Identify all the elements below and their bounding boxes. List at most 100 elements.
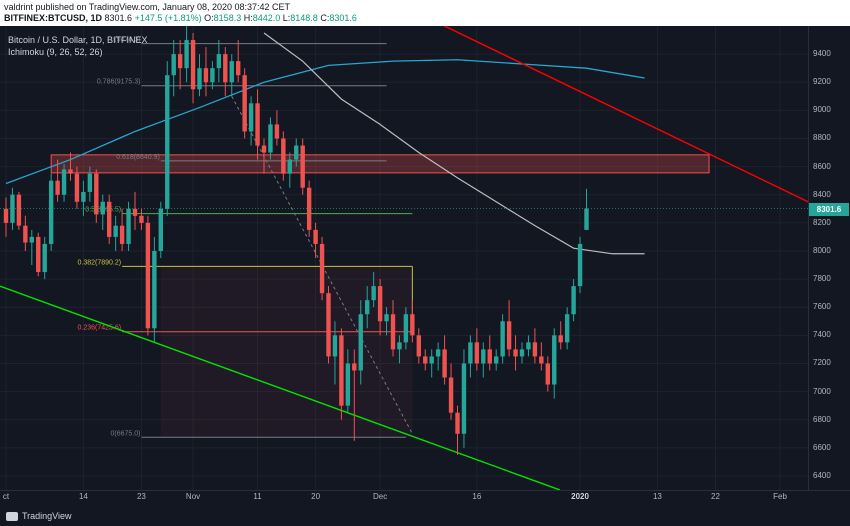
candle-body: [203, 68, 209, 83]
low-value: 8148.8: [290, 13, 318, 23]
candle-body: [184, 40, 189, 69]
last-price-tag: 8301.6: [809, 202, 849, 216]
close-label: C:: [320, 13, 330, 23]
candle-body: [126, 208, 131, 244]
candle-body: [94, 173, 99, 215]
ichimoku-span-cyan: [5, 59, 645, 185]
candle-body: [100, 201, 105, 215]
candle-body: [365, 300, 370, 315]
candle-body: [506, 321, 512, 350]
candle-body: [287, 159, 292, 174]
time-tick-label: 23: [136, 492, 146, 501]
candle-body: [274, 124, 280, 139]
candle-body: [158, 208, 163, 251]
fib-level-label: 0.236(7425.6): [78, 325, 122, 332]
candle-body: [461, 363, 467, 434]
candle-body: [145, 222, 151, 329]
candle-body: [190, 40, 196, 90]
candle-body: [87, 173, 93, 192]
candle-body: [332, 335, 338, 357]
candle-body: [326, 293, 331, 357]
candle-body: [494, 356, 499, 364]
fib-level-label: 0.786(9175.3): [97, 79, 141, 86]
candle-body: [3, 208, 9, 223]
price-tick-label: 7000: [813, 386, 831, 396]
candle-body: [384, 314, 389, 322]
price-tick-label: 7200: [813, 358, 831, 368]
candle-body: [410, 314, 415, 336]
candle-body: [390, 314, 396, 350]
high-value: 8442.0: [252, 13, 281, 23]
candle-body: [577, 243, 583, 287]
candle-body: [261, 145, 267, 153]
candle-body: [455, 412, 460, 434]
time-tick-label: Nov: [185, 492, 201, 501]
price-tick-label: 6800: [813, 414, 831, 424]
candle-body: [165, 75, 170, 209]
time-tick-label: 22: [711, 492, 720, 501]
candle-body: [339, 335, 344, 406]
candle-body: [552, 335, 557, 385]
candle-body: [223, 54, 228, 83]
candle-body: [36, 236, 41, 273]
price-tick-label: 7400: [813, 330, 831, 340]
time-tick-label: Dec: [372, 492, 388, 501]
candle-body: [358, 314, 363, 371]
candle-body: [377, 286, 383, 322]
last-price: 8301.6: [104, 13, 133, 23]
time-tick-label: 13: [652, 492, 662, 501]
legend-indicator: Ichimoku (9, 26, 52, 26): [8, 47, 103, 57]
candle-body: [435, 349, 441, 357]
time-axis[interactable]: ct 14 23 Nov 11 20 Dec 16 2020 13 22 Feb: [0, 490, 850, 505]
candle-body: [468, 342, 473, 364]
chart-legend: Bitcoin / U.S. Dollar, 1D, BITFINEX Ichi…: [8, 34, 148, 58]
candle-body: [197, 68, 202, 90]
candle-body: [584, 208, 589, 230]
candle-body: [442, 349, 447, 378]
fib-level-label: 0.618(8640.9): [116, 154, 160, 161]
candle-body: [216, 54, 222, 69]
candle-body: [29, 236, 34, 243]
price-tick-label: 6400: [813, 470, 831, 480]
price-axis[interactable]: 9400 9200 9000 8800 8600 8400 8200 8000 7800 7600…: [808, 26, 850, 490]
candle-body: [281, 138, 286, 174]
candle-body: [248, 103, 254, 132]
candle-body: [564, 314, 570, 343]
tradingview-logo-icon: [6, 511, 18, 521]
close-value: 8301.6: [329, 13, 357, 23]
candle-body: [55, 180, 60, 195]
time-tick-label: 16: [472, 492, 482, 501]
open-value: 8158.3: [213, 13, 242, 23]
candle-body: [268, 124, 273, 153]
candle-body: [152, 250, 157, 329]
time-tick-label: 11: [253, 492, 262, 501]
candle-body: [397, 342, 402, 350]
candle-body: [571, 286, 576, 315]
candle-body: [545, 363, 550, 385]
price-tick-label: 8000: [813, 245, 831, 255]
green-trendline: [0, 285, 561, 490]
candle-body: [132, 208, 138, 216]
candle-body: [107, 201, 112, 237]
candle-body: [352, 363, 357, 371]
tradingview-logo[interactable]: TradingView: [6, 511, 72, 521]
candle-body: [61, 169, 67, 195]
candle-body: [171, 54, 176, 76]
candle-body: [448, 377, 454, 413]
red-trendline: [442, 26, 808, 203]
fib-level-label: 0(6675.0): [110, 430, 140, 437]
candle-body: [294, 145, 299, 160]
candle-body: [300, 145, 305, 188]
candle-body: [74, 173, 80, 202]
candle-body: [23, 225, 28, 243]
fib-level-label: (9474.3): [114, 37, 140, 44]
candle-body: [429, 356, 434, 364]
candle-body: [119, 225, 125, 244]
open-label: O:: [204, 13, 214, 23]
time-tick-label: Feb: [773, 492, 787, 501]
candle-body: [423, 356, 428, 364]
logo-text: TradingView: [22, 511, 72, 521]
chart-plot-area[interactable]: (9474.3)0.786(9175.3)0.618(8640.9)0.5(82…: [0, 26, 808, 490]
time-tick-label: 14: [78, 492, 88, 501]
candle-body: [113, 225, 118, 237]
